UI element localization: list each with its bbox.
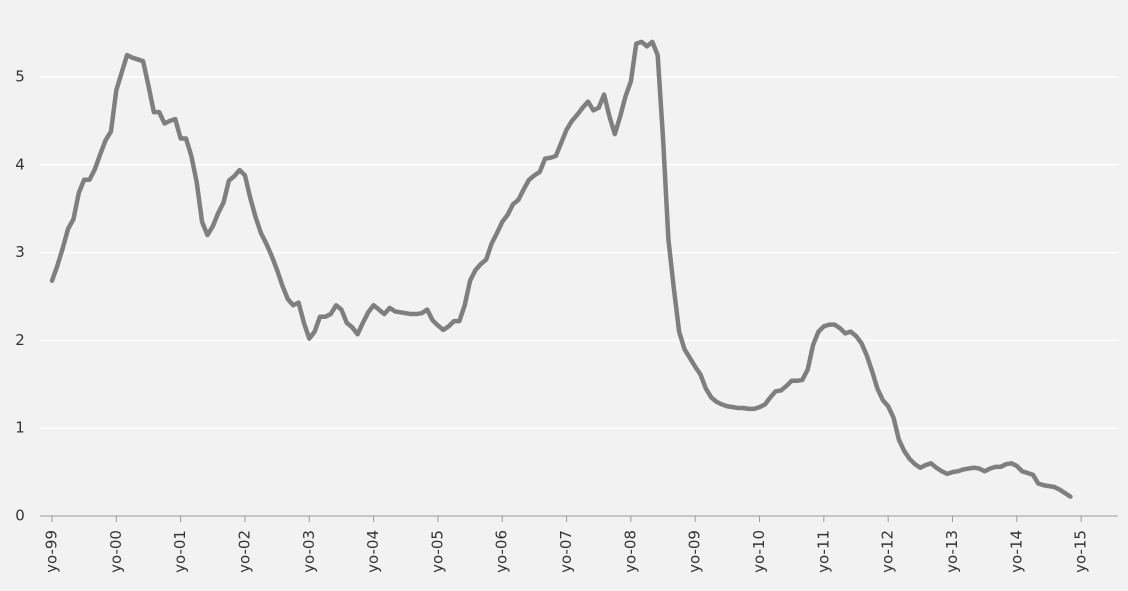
x-tick-label: yo-08: [621, 530, 639, 573]
x-tick-label: yo-05: [428, 530, 446, 573]
line-series: [49, 39, 1073, 499]
x-tick-label: yo-11: [814, 530, 832, 573]
y-tick-label: 4: [15, 155, 25, 173]
x-tick-label: yo-04: [364, 530, 382, 573]
x-tick-label: yo-15: [1072, 530, 1090, 573]
x-tick-label: yo-03: [300, 530, 318, 573]
y-tick-label: 5: [15, 68, 25, 86]
x-tick-label: yo-13: [943, 530, 961, 573]
x-tick-label: yo-02: [235, 530, 253, 573]
x-tick-label: yo-14: [1007, 530, 1025, 573]
x-tick-label: yo-10: [750, 530, 768, 573]
x-tick-label: yo-01: [171, 530, 189, 573]
x-tick-label: yo-00: [107, 530, 125, 573]
x-tick-label: yo-07: [557, 530, 575, 573]
y-tick-label: 1: [15, 419, 25, 437]
y-tick-label: 0: [15, 507, 25, 525]
x-tick-label: yo-99: [43, 530, 61, 573]
y-tick-label: 3: [15, 243, 25, 261]
x-tick-label: yo-09: [686, 530, 704, 573]
x-tick-label: yo-06: [493, 530, 511, 573]
y-tick-label: 2: [15, 331, 25, 349]
x-tick-label: yo-12: [879, 530, 897, 573]
